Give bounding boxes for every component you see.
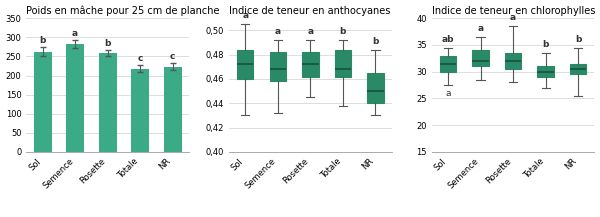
PathPatch shape [505, 53, 521, 69]
Text: a: a [242, 11, 248, 20]
Text: b: b [104, 39, 111, 48]
Bar [164, 67, 182, 152]
Bar [131, 69, 149, 152]
Text: a: a [275, 27, 281, 36]
Text: Poids en mâche pour 25 cm de planche: Poids en mâche pour 25 cm de planche [26, 6, 220, 16]
Text: b: b [372, 37, 379, 46]
Text: b: b [542, 40, 549, 49]
Text: c: c [170, 52, 175, 61]
Text: a: a [445, 89, 451, 98]
Bar [34, 52, 52, 152]
PathPatch shape [237, 50, 253, 79]
PathPatch shape [440, 56, 456, 72]
Text: ab: ab [442, 35, 454, 44]
PathPatch shape [570, 64, 586, 74]
Text: a: a [478, 24, 484, 33]
Text: Indice de teneur en anthocyanes: Indice de teneur en anthocyanes [229, 6, 391, 16]
PathPatch shape [335, 50, 351, 77]
PathPatch shape [472, 50, 488, 66]
PathPatch shape [538, 66, 554, 77]
PathPatch shape [367, 73, 383, 103]
Text: Indice de teneur en chlorophylles: Indice de teneur en chlorophylles [432, 6, 595, 16]
Text: b: b [575, 35, 581, 44]
PathPatch shape [269, 52, 286, 81]
PathPatch shape [302, 52, 319, 77]
Text: a: a [510, 13, 516, 22]
Text: b: b [40, 36, 46, 45]
Text: a: a [72, 29, 78, 38]
Bar [99, 53, 116, 152]
Text: c: c [137, 54, 143, 62]
Text: b: b [340, 27, 346, 36]
Text: a: a [307, 27, 313, 36]
Bar [66, 44, 84, 152]
